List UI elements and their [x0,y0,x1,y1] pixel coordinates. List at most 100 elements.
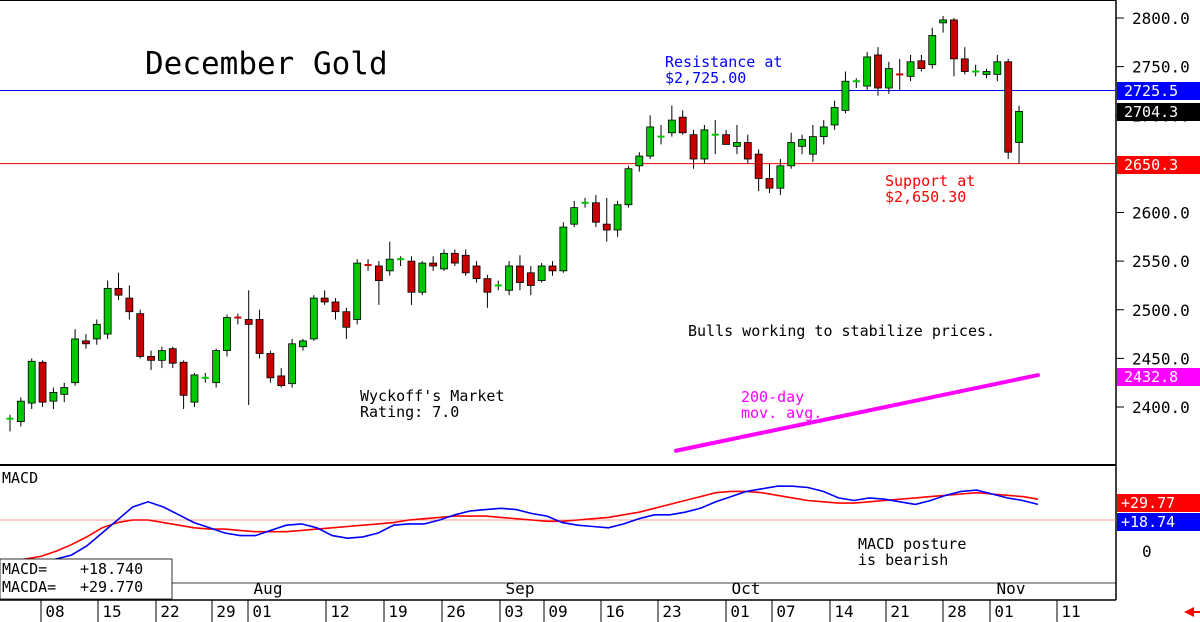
candle-body [1004,61,1013,153]
candle [16,397,25,427]
price-tick-label: 2750.0 [1132,58,1190,77]
date-tick-label: 19 [388,602,407,621]
candle [852,78,860,89]
candle [136,309,145,359]
candle-body [179,361,188,396]
macd-tag-text: +18.74 [1121,513,1175,531]
candle [234,313,242,325]
macd-series-macd [9,485,1039,571]
candle [548,261,557,276]
date-tick-label: 16 [605,602,624,621]
candle-body [82,340,90,345]
candle-body [483,278,492,293]
candle [537,263,546,283]
date-tick-label: 08 [45,602,64,621]
candle [309,295,318,341]
candle [299,338,307,351]
candle-body [841,80,850,111]
candle-body [38,361,47,403]
candle-body [168,348,177,364]
wyckoff-line2: Rating: 7.0 [360,403,459,421]
macd-posture-line2: is bearish [858,551,948,569]
candle-body [928,35,937,66]
candle [972,64,980,77]
date-tick-label: 11 [1061,602,1080,621]
candle [689,129,698,169]
candle [461,249,470,276]
candle-body [863,56,872,87]
resistance-label-line2: $2,725.00 [665,69,746,87]
candle-body [223,317,231,351]
candle [928,27,937,69]
candle [624,165,633,208]
candle [678,110,687,135]
month-label: Nov [997,579,1026,598]
support-label-line2: $2,650.30 [885,188,966,206]
candle-body [461,254,470,274]
candle [82,334,90,349]
candle [906,54,915,82]
candle [765,163,774,194]
price-tick-label: 2500.0 [1132,301,1190,320]
candle-body [266,353,275,379]
candle-body [16,400,25,422]
support-tag: 2650.3 [1117,156,1200,174]
price-tick-label: 2550.0 [1132,252,1190,271]
candle-body [190,374,199,403]
candle-body [472,265,481,280]
candle-body [819,126,828,138]
candle [830,100,839,130]
month-label: Sep [506,579,535,598]
candle [331,298,340,320]
candle-body [288,343,297,385]
resistance-label-line1: Resistance at [665,53,782,71]
candle [711,120,719,155]
candle [646,115,655,160]
ma-tag: 2432.8 [1117,368,1200,386]
scroll-left-arrow-icon[interactable] [1184,607,1194,617]
candle [320,290,329,305]
date-tick-label: 22 [160,602,179,621]
candle-body [635,155,644,167]
macda-readout-value: +29.770 [80,578,143,596]
candle [993,54,1002,82]
candle-body [722,134,730,145]
candle-body [993,61,1002,75]
candle-body [103,287,112,335]
candle [570,200,579,228]
price-levels [0,89,1116,165]
candle-body [678,116,687,134]
candle-body [418,262,427,293]
support-label-line1: Support at [885,172,975,190]
date-tick-label: 21 [890,602,909,621]
macd-zero-tick: 0 [1142,542,1152,561]
date-tick-label: 14 [834,602,853,621]
resistance-tag: 2725.5 [1117,82,1200,100]
month-label: Oct [732,579,761,598]
candle-body [450,252,459,264]
candle [743,134,752,164]
price-tick-label: 2450.0 [1132,349,1190,368]
candle-body [320,297,329,303]
candle-body [906,61,915,77]
candle [700,124,709,164]
candle-body [884,68,893,89]
macd-readout-box [0,558,173,600]
candle [667,105,676,137]
resistance-tag-text: 2725.5 [1124,82,1178,100]
candle [266,350,275,383]
candle-body [516,265,524,283]
price-tick-label: 2400.0 [1132,398,1190,417]
candle-body [331,301,340,313]
candle [635,152,644,172]
candle-body [244,319,253,325]
date-tick-label: 23 [662,602,681,621]
date-tick-label: 09 [548,602,567,621]
candle [397,256,405,266]
candle-body [505,265,514,291]
candle [418,261,427,296]
candle-body [114,287,123,296]
candle-body [787,142,796,167]
candle [168,346,177,369]
candle [754,149,763,192]
